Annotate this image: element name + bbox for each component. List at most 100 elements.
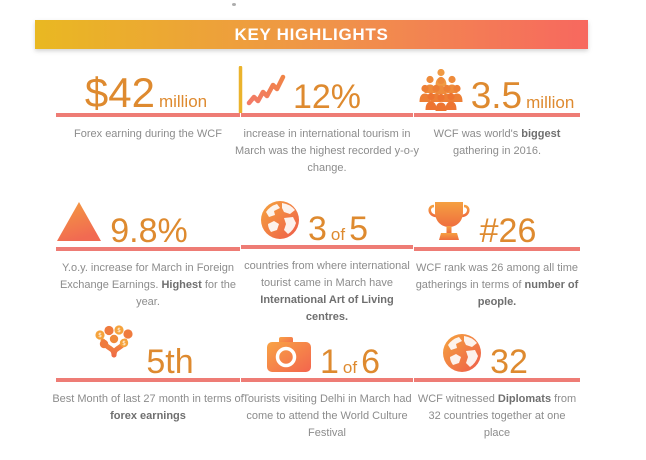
stat-top: 3 of 5 (228, 196, 400, 248)
caption-text: countries from where international touri… (244, 259, 410, 289)
caption-text: Forex earning during the WCF (74, 128, 222, 140)
svg-text:$: $ (122, 340, 126, 347)
value-suffix: million (158, 92, 208, 112)
line-chart-icon-wrap (237, 66, 287, 113)
value-number: 5 (349, 209, 369, 248)
stat-cell-tourists-delhi: 1 of 6 Tourists visiting Delhi in March ha… (241, 326, 413, 442)
crowd-icon (419, 69, 463, 111)
value-number: 3 (307, 209, 327, 248)
stat-top: 1 of 6 (237, 326, 409, 381)
caption-bold-text: number of people. (477, 279, 579, 309)
value-number: 6 (361, 342, 381, 381)
stat-top: 9.8% (30, 196, 214, 250)
divider-line (241, 378, 413, 382)
stat-value: 3 of 5 (307, 209, 369, 248)
caption-text: from 32 countries together at one place (428, 393, 577, 440)
speck (232, 3, 236, 6)
value-number: 12% (292, 77, 362, 116)
stat-value: 1 of 6 (319, 342, 381, 381)
stat-value: 12% (292, 77, 362, 116)
stat-top: 3.5 million (414, 66, 580, 116)
stat-value: 32 (490, 342, 528, 381)
stat-cell-foreign-exchange-increase: 9.8% Y.o.y. increase for March in Foreig… (56, 196, 240, 326)
divider-line (56, 378, 240, 382)
caption-bold-text: forex earnings (110, 410, 186, 423)
caption-bold-text: biggest (521, 128, 561, 140)
money-tree-icon-wrap: $ $ $ (90, 325, 138, 373)
header-banner: KEY HIGHLIGHTS (35, 20, 588, 49)
caption-text: gathering in 2016. (452, 145, 542, 158)
stats-grid: $42 million Forex earning during the WCF … (52, 66, 580, 442)
camera-icon-wrap (266, 336, 312, 373)
stat-caption: Best Month of last 27 month in terms of … (50, 391, 246, 425)
caption-text: Y.o.y. increase for March in Foreign Exc… (59, 262, 234, 292)
line-chart-icon (238, 66, 286, 113)
caption-bold-text: International Art of Living centres. (260, 293, 394, 323)
caption-text: Tourists visiting Delhi in March had com… (242, 393, 412, 440)
value-number: 32 (490, 342, 528, 381)
money-tree-icon: $$$ (95, 325, 133, 373)
divider-line (414, 113, 580, 117)
stat-caption: Y.o.y. increase for March in Foreign Exc… (49, 260, 247, 311)
value-number: 1 (319, 342, 339, 381)
caption-text: Best Month of last 27 month in terms of (52, 393, 244, 405)
stat-top: $42 million (56, 66, 240, 114)
stat-top: 32 (402, 326, 568, 381)
stat-cell-best-month: $ $ $ 5th Best Month of last 27 month in t… (52, 325, 244, 442)
stat-cell-tourism-increase: 12% increase in international tourism in… (235, 66, 419, 196)
stat-value: $42 million (85, 72, 211, 114)
triangle-up-icon (57, 202, 102, 241)
globe-icon-wrap (442, 333, 482, 373)
svg-text:$: $ (117, 327, 121, 334)
stat-cell-wcf-rank: #26 WCF rank was 26 among all time gathe… (414, 196, 580, 326)
stat-top: #26 (398, 196, 564, 250)
caption-bold-text: Diplomats (497, 393, 552, 405)
stat-caption: WCF rank was 26 among all time gathering… (404, 260, 590, 311)
trophy-icon-wrap (426, 200, 472, 242)
stat-caption: WCF was world's biggest gathering in 201… (412, 126, 582, 160)
divider-line (56, 247, 240, 251)
stat-value: #26 (479, 211, 537, 250)
stat-value: 3.5 million (470, 74, 579, 116)
page-title: KEY HIGHLIGHTS (234, 24, 389, 44)
trophy-icon (428, 202, 470, 240)
stat-cell-biggest-gathering: 3.5 million WCF was world's biggest gathe… (414, 66, 580, 196)
svg-text:$: $ (98, 332, 102, 339)
caption-text: increase in international tourism in Mar… (234, 128, 420, 175)
divider-line (56, 113, 240, 117)
caption-text: WCF witnessed (417, 393, 498, 405)
camera-icon (266, 337, 311, 372)
divider-line (414, 247, 580, 251)
crowd-icon-wrap (416, 69, 466, 111)
stat-caption: WCF witnessed Diplomats from 32 countrie… (415, 391, 580, 442)
value-suffix: of (342, 357, 358, 377)
value-suffix: million (526, 92, 575, 112)
stat-value: 9.8% (110, 211, 188, 250)
divider-line (414, 378, 580, 382)
caption-text: for the year. (136, 279, 237, 309)
value-suffix: of (330, 224, 346, 244)
value-number: 5th (146, 342, 194, 381)
globe-icon (443, 334, 482, 372)
globe-icon-wrap (260, 200, 300, 240)
stat-cell-countries-aol-centres: 3 of 5 countries from where international … (241, 196, 413, 326)
stat-top: $ $ $ 5th (50, 325, 234, 381)
value-number: 3.5 (470, 74, 523, 116)
caption-text: WCF was world's (433, 128, 522, 140)
stat-value: 5th (146, 342, 194, 381)
divider-line (241, 244, 413, 249)
stat-caption: Tourists visiting Delhi in March had com… (235, 391, 419, 442)
stat-caption: increase in international tourism in Mar… (233, 126, 421, 177)
caption-text: WCF rank was 26 among all time gathering… (415, 262, 578, 292)
stat-caption: countries from where international touri… (242, 258, 412, 326)
stat-cell-forex-earning: $42 million Forex earning during the WCF (56, 66, 240, 196)
triangle-up-icon-wrap (56, 201, 102, 242)
stat-caption: Forex earning during the WCF (63, 126, 233, 143)
caption-bold-text: Highest (161, 279, 202, 292)
stat-cell-diplomats: 32 WCF witnessed Diplomats from 32 count… (414, 326, 580, 442)
globe-icon (260, 200, 299, 239)
divider-line (241, 113, 413, 117)
value-number: #26 (479, 211, 537, 250)
value-number: 9.8% (110, 211, 188, 250)
stat-top: 12% (213, 66, 385, 116)
